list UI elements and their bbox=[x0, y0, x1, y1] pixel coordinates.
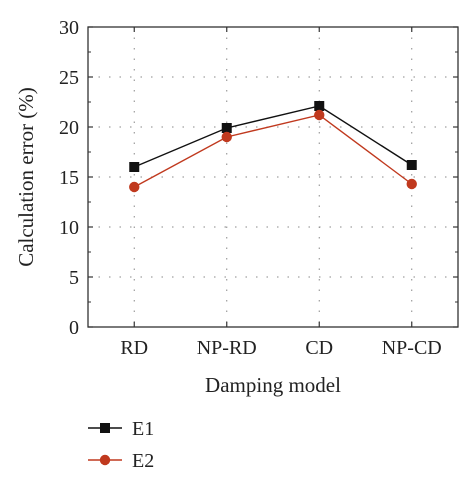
x-tick-label: NP-CD bbox=[382, 337, 442, 359]
legend-marker bbox=[99, 454, 111, 466]
axis-ticks: 0 5 10 15 20 25 30 RD NP-RD CD NP-CD bbox=[59, 17, 458, 359]
data-point-E1 bbox=[129, 162, 140, 172]
y-tick-label: 5 bbox=[69, 267, 79, 289]
y-tick-label: 30 bbox=[59, 17, 79, 39]
x-tick-label: RD bbox=[120, 337, 148, 359]
legend-marker bbox=[100, 423, 110, 433]
y-tick-label: 20 bbox=[59, 117, 79, 139]
data-point-E2 bbox=[129, 181, 140, 193]
y-tick-label: 25 bbox=[59, 67, 79, 89]
legend-label: E1 bbox=[132, 418, 154, 440]
data-point-E1 bbox=[406, 160, 417, 170]
legend-item-E1: E1 bbox=[88, 418, 154, 440]
x-tick-label: NP-RD bbox=[197, 337, 257, 359]
series-E2 bbox=[129, 109, 417, 193]
series-line-E1 bbox=[133, 105, 413, 168]
x-axis-title: Damping model bbox=[205, 373, 341, 397]
data-point-E2 bbox=[406, 178, 417, 190]
y-axis-title: Calculation error (%) bbox=[14, 87, 38, 267]
data-point-E2 bbox=[221, 131, 232, 143]
legend-label: E2 bbox=[132, 450, 154, 472]
x-tick-label: CD bbox=[305, 337, 333, 359]
data-point-E1 bbox=[221, 123, 232, 133]
data-point-E2 bbox=[314, 109, 325, 121]
series-E1 bbox=[129, 101, 417, 172]
data-point-E1 bbox=[314, 101, 325, 111]
legend-item-E2: E2 bbox=[88, 450, 154, 472]
y-tick-label: 15 bbox=[59, 167, 79, 189]
series bbox=[129, 101, 417, 193]
series-line-E2 bbox=[133, 114, 413, 188]
y-tick-label: 0 bbox=[69, 317, 79, 339]
y-tick-label: 10 bbox=[59, 217, 79, 239]
